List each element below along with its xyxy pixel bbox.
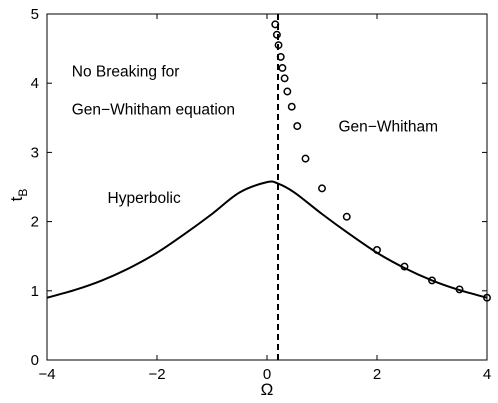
- annotation-text: Gen−Whitham equation: [72, 101, 235, 118]
- data-point: [271, 20, 280, 29]
- data-point: [274, 41, 283, 50]
- y-tick-label: 2: [31, 214, 39, 231]
- data-point: [278, 64, 287, 72]
- data-point: [342, 212, 351, 221]
- data-point: [276, 52, 285, 61]
- data-point: [287, 102, 296, 111]
- svg-text:tB: tB: [7, 189, 30, 202]
- x-tick-label: −2: [148, 366, 165, 383]
- x-tick-label: −4: [38, 366, 55, 383]
- y-tick-label: 4: [31, 75, 39, 92]
- y-axis-label-sub: B: [16, 189, 30, 197]
- y-tick-label: 5: [31, 6, 39, 23]
- y-tick-label: 0: [31, 352, 39, 369]
- data-point: [455, 285, 464, 294]
- data-point: [483, 293, 491, 302]
- x-tick-label: 2: [373, 366, 381, 383]
- x-tick-label: 4: [483, 366, 491, 383]
- y-axis-label: tB: [7, 189, 30, 202]
- x-tick-label: 0: [263, 366, 271, 383]
- data-point: [293, 122, 302, 131]
- y-tick-label: 1: [31, 283, 39, 300]
- tick-labels: −4 −2 0 2 4 0 1 2 3 4 5: [31, 6, 492, 383]
- x-axis-label: Ω: [261, 380, 274, 399]
- data-point: [318, 184, 326, 193]
- plot-area: [46, 13, 488, 361]
- annotation-layer: No Breaking for Gen−Whitham equation Gen−W…: [72, 63, 438, 207]
- data-point: [428, 276, 436, 285]
- axis-ticks: [46, 13, 488, 361]
- data-point: [280, 74, 289, 83]
- data-point: [283, 87, 292, 96]
- y-axis-label-main: t: [7, 196, 26, 201]
- annotation-text: Hyperbolic: [108, 190, 181, 207]
- series-layer: [46, 14, 491, 360]
- annotation-text: Gen−Whitham: [339, 119, 439, 136]
- data-point: [373, 246, 381, 254]
- annotation-text: No Breaking for: [72, 63, 180, 80]
- y-tick-label: 3: [31, 144, 39, 161]
- data-point: [272, 30, 281, 39]
- data-point: [301, 154, 310, 163]
- data-point: [400, 262, 409, 271]
